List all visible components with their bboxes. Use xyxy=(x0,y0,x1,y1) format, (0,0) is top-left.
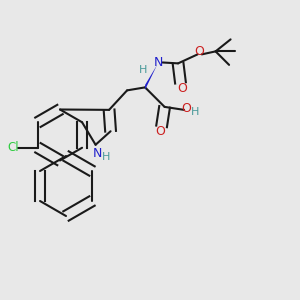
Text: H: H xyxy=(191,107,200,117)
Polygon shape xyxy=(145,65,157,90)
Text: N: N xyxy=(153,56,163,69)
Text: H: H xyxy=(102,152,110,162)
Text: H: H xyxy=(139,65,147,75)
Text: O: O xyxy=(182,102,191,115)
Text: O: O xyxy=(155,125,165,138)
Text: N: N xyxy=(92,147,102,160)
Text: O: O xyxy=(194,46,204,59)
Text: Cl: Cl xyxy=(7,141,19,154)
Text: O: O xyxy=(177,82,187,95)
